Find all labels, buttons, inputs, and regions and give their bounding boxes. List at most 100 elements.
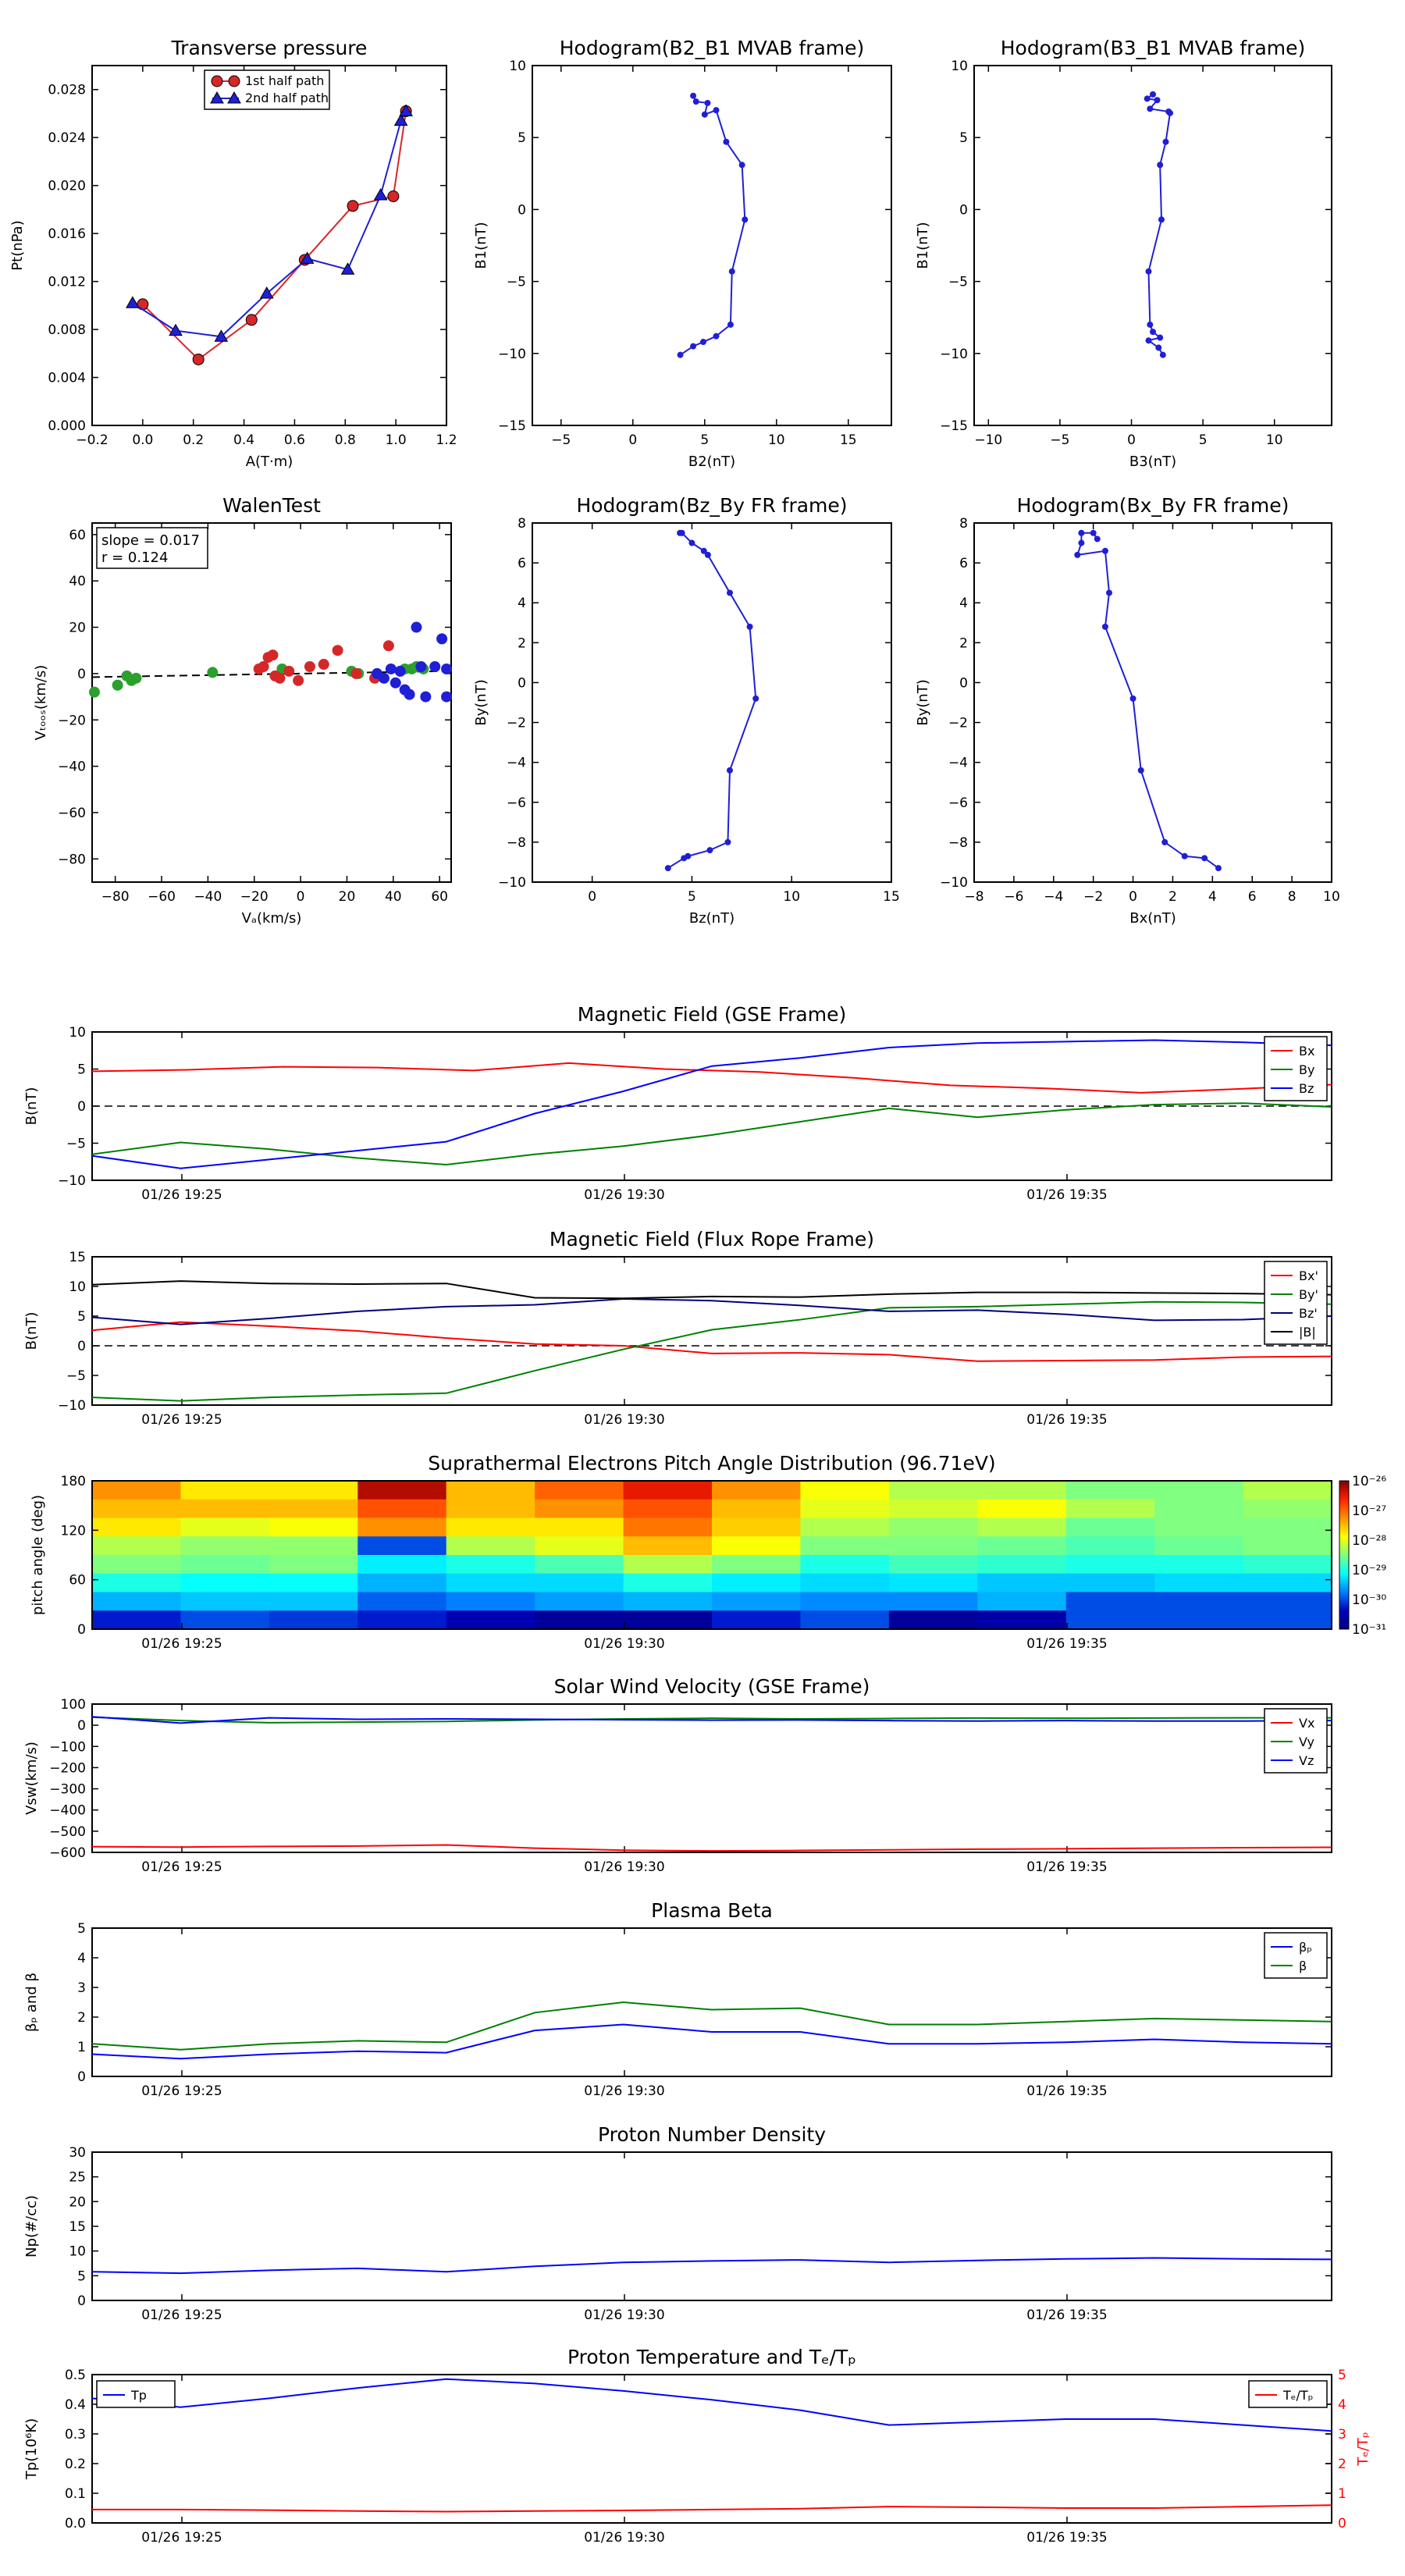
- legend: Tp Tₑ/Tₚ: [96, 2380, 1328, 2408]
- plot-frame: [532, 65, 892, 426]
- time-tick-label: 01/26 19:35: [1026, 2307, 1107, 2323]
- data-point: [350, 667, 362, 679]
- y-tick-label: 40: [69, 574, 86, 589]
- series-line: [91, 1321, 1332, 1362]
- heatmap-cell: [180, 1517, 270, 1537]
- y-tick-label: −60: [58, 806, 86, 821]
- data-point: [274, 672, 286, 684]
- chart-title: Magnetic Field (Flux Rope Frame): [550, 1228, 874, 1251]
- y2-tick-label: 4: [1338, 2397, 1346, 2413]
- y-tick-label: 10: [69, 1025, 86, 1041]
- chart-title: Magnetic Field (GSE Frame): [578, 1003, 846, 1026]
- heatmap-cell: [357, 1499, 447, 1518]
- plot-frame: [532, 522, 892, 883]
- series-line: [91, 2378, 1332, 2432]
- time-tick-label: 01/26 19:30: [584, 1636, 664, 1652]
- heatmap-cell: [712, 1517, 801, 1537]
- heatmap-cell: [92, 1481, 181, 1500]
- data-point: [420, 691, 432, 703]
- data-point: [1078, 539, 1085, 546]
- chart-title: Proton Number Density: [598, 2123, 826, 2146]
- y-axis-label: B1(nT): [915, 222, 931, 269]
- heatmap-cell: [180, 1573, 270, 1592]
- heatmap-cell: [446, 1536, 535, 1556]
- heatmap-cell: [535, 1573, 624, 1592]
- time-tick-label: 01/26 19:25: [141, 2083, 222, 2099]
- data-point: [340, 262, 355, 275]
- heatmap-cell: [180, 1499, 270, 1518]
- y-tick-label: 20: [69, 2194, 86, 2210]
- legend-label: By': [1299, 1287, 1318, 1302]
- heatmap-cell: [446, 1592, 535, 1611]
- data-point: [393, 113, 408, 126]
- data-point: [1165, 109, 1172, 116]
- heatmap-cell: [1065, 1517, 1155, 1537]
- y-tick-label: 25: [69, 2170, 86, 2186]
- y-tick-label: −2: [507, 716, 526, 731]
- heatmap-cell: [800, 1499, 890, 1518]
- y-tick-label: −5: [66, 1137, 86, 1152]
- x-axis-label: Vₐ(km/s): [242, 910, 302, 927]
- y-tick-label: 5: [959, 130, 968, 146]
- data-point: [1155, 344, 1162, 351]
- heatmap-cell: [1243, 1481, 1332, 1500]
- data-point: [1158, 216, 1165, 223]
- y-tick-label: 0.028: [48, 83, 86, 98]
- series-line: [142, 111, 407, 361]
- y-tick-label: 5: [77, 1921, 86, 1937]
- y-tick-label: 0.024: [48, 130, 86, 146]
- y-axis-label: Tp(10⁶K): [23, 2418, 40, 2480]
- y-tick-label: −600: [49, 1845, 86, 1861]
- data-point: [1101, 623, 1108, 630]
- colorbar-label: 10⁻²⁷: [1352, 1503, 1386, 1519]
- legend: βₚ β: [1264, 1932, 1328, 1979]
- y-tick-label: 10: [69, 2244, 86, 2260]
- y-tick-label: −5: [66, 1368, 86, 1384]
- chart-title: Hodogram(Bz_By FR frame): [576, 494, 847, 517]
- legend: Vx Vy Vz: [1264, 1708, 1328, 1774]
- y-tick-label: 0: [77, 1718, 86, 1734]
- series-line: [91, 1844, 1332, 1852]
- heatmap-cell: [446, 1610, 535, 1630]
- data-point: [211, 75, 223, 87]
- y-tick-label: 100: [61, 1697, 86, 1713]
- data-point: [382, 640, 394, 652]
- y2-tick-label: 3: [1338, 2427, 1346, 2443]
- heatmap-cell: [623, 1555, 713, 1574]
- heatmap-cell: [623, 1481, 713, 1500]
- annotation-box: [96, 527, 208, 569]
- plot-frame: [91, 1703, 1332, 1853]
- y-tick-label: 6: [959, 556, 968, 571]
- heatmap-cell: [92, 1555, 181, 1574]
- data-point: [1161, 838, 1168, 845]
- data-point: [1078, 529, 1085, 536]
- heatmap-cell: [712, 1555, 801, 1574]
- y-tick-label: −5: [948, 275, 968, 290]
- heatmap-cell: [712, 1592, 801, 1611]
- series-line: [91, 2257, 1332, 2275]
- y-tick-label: 0.012: [48, 275, 86, 290]
- time-tick-label: 01/26 19:25: [141, 2307, 222, 2323]
- y-tick-label: 0: [77, 667, 86, 682]
- heatmap-cell: [1154, 1517, 1244, 1537]
- data-point: [210, 91, 224, 104]
- heatmap-cell: [446, 1573, 535, 1592]
- y-tick-label: −15: [498, 418, 526, 434]
- heatmap-cell: [712, 1499, 801, 1518]
- time-tick-label: 01/26 19:30: [584, 1859, 664, 1875]
- legend-label: Bz': [1299, 1306, 1318, 1321]
- heatmap-cell: [180, 1536, 270, 1556]
- heatmap-cell: [180, 1592, 270, 1611]
- time-tick-label: 01/26 19:35: [1026, 2530, 1107, 2546]
- data-point: [373, 187, 388, 201]
- x-tick-label: 10: [1323, 889, 1340, 905]
- data-point: [727, 321, 734, 328]
- data-point: [441, 663, 453, 674]
- data-point: [415, 661, 427, 672]
- y-tick-label: 10: [509, 59, 526, 74]
- x-tick-label: 0.6: [284, 432, 305, 448]
- y-tick-label: 0: [77, 1099, 86, 1115]
- legend-label: Bx: [1299, 1044, 1314, 1059]
- x-tick-label: −20: [240, 889, 269, 905]
